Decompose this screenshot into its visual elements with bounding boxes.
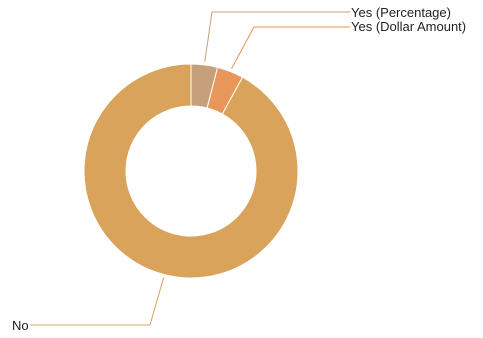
label-yes-percentage: Yes (Percentage) bbox=[351, 5, 451, 20]
leader-yes-dollar-amount bbox=[231, 26, 350, 69]
label-yes-dollar-amount: Yes (Dollar Amount) bbox=[351, 19, 466, 34]
slice-labels: Yes (Percentage) Yes (Dollar Amount) No bbox=[12, 5, 466, 333]
leader-no bbox=[30, 277, 165, 326]
leader-lines bbox=[30, 11, 350, 326]
slice-no bbox=[83, 63, 299, 279]
label-no: No bbox=[12, 318, 29, 333]
donut-slices bbox=[83, 63, 299, 279]
leader-yes-percentage bbox=[204, 11, 350, 62]
